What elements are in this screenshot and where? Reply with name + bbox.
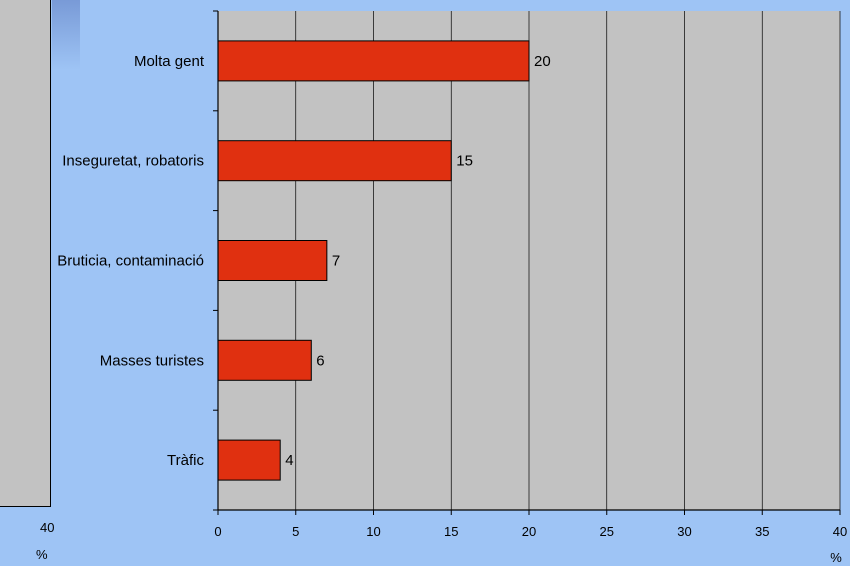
category-label: Bruticia, contaminació — [57, 253, 204, 270]
data-label: 20 — [534, 53, 551, 70]
category-label: Molta gent — [134, 53, 205, 70]
category-label: Tràfic — [167, 452, 204, 469]
data-label: 7 — [332, 253, 340, 270]
category-label: Masses turistes — [100, 352, 204, 369]
x-tick-label: 5 — [292, 524, 299, 539]
bar — [217, 339, 312, 381]
x-tick-label: 40 — [833, 524, 847, 539]
x-tick-label: 35 — [755, 524, 769, 539]
x-tick-label: 20 — [522, 524, 536, 539]
data-label: 4 — [285, 452, 293, 469]
left-chart-fragment — [0, 0, 51, 507]
data-label: 6 — [316, 352, 324, 369]
bar — [217, 439, 281, 481]
x-tick-label: 0 — [214, 524, 221, 539]
x-tick-label: 15 — [444, 524, 458, 539]
bar — [217, 140, 452, 182]
left-x-unit-label: % — [36, 547, 48, 562]
bar — [217, 40, 530, 82]
left-x-tick-label: 40 — [40, 520, 55, 535]
x-tick-label: 30 — [677, 524, 691, 539]
x-tick-label: 25 — [600, 524, 614, 539]
x-axis-label: % — [830, 550, 842, 565]
bar — [217, 240, 328, 281]
x-tick-label: 10 — [366, 524, 380, 539]
data-label: 15 — [456, 153, 473, 170]
decorative-shadow — [52, 0, 80, 70]
category-label: Inseguretat, robatoris — [62, 153, 204, 170]
